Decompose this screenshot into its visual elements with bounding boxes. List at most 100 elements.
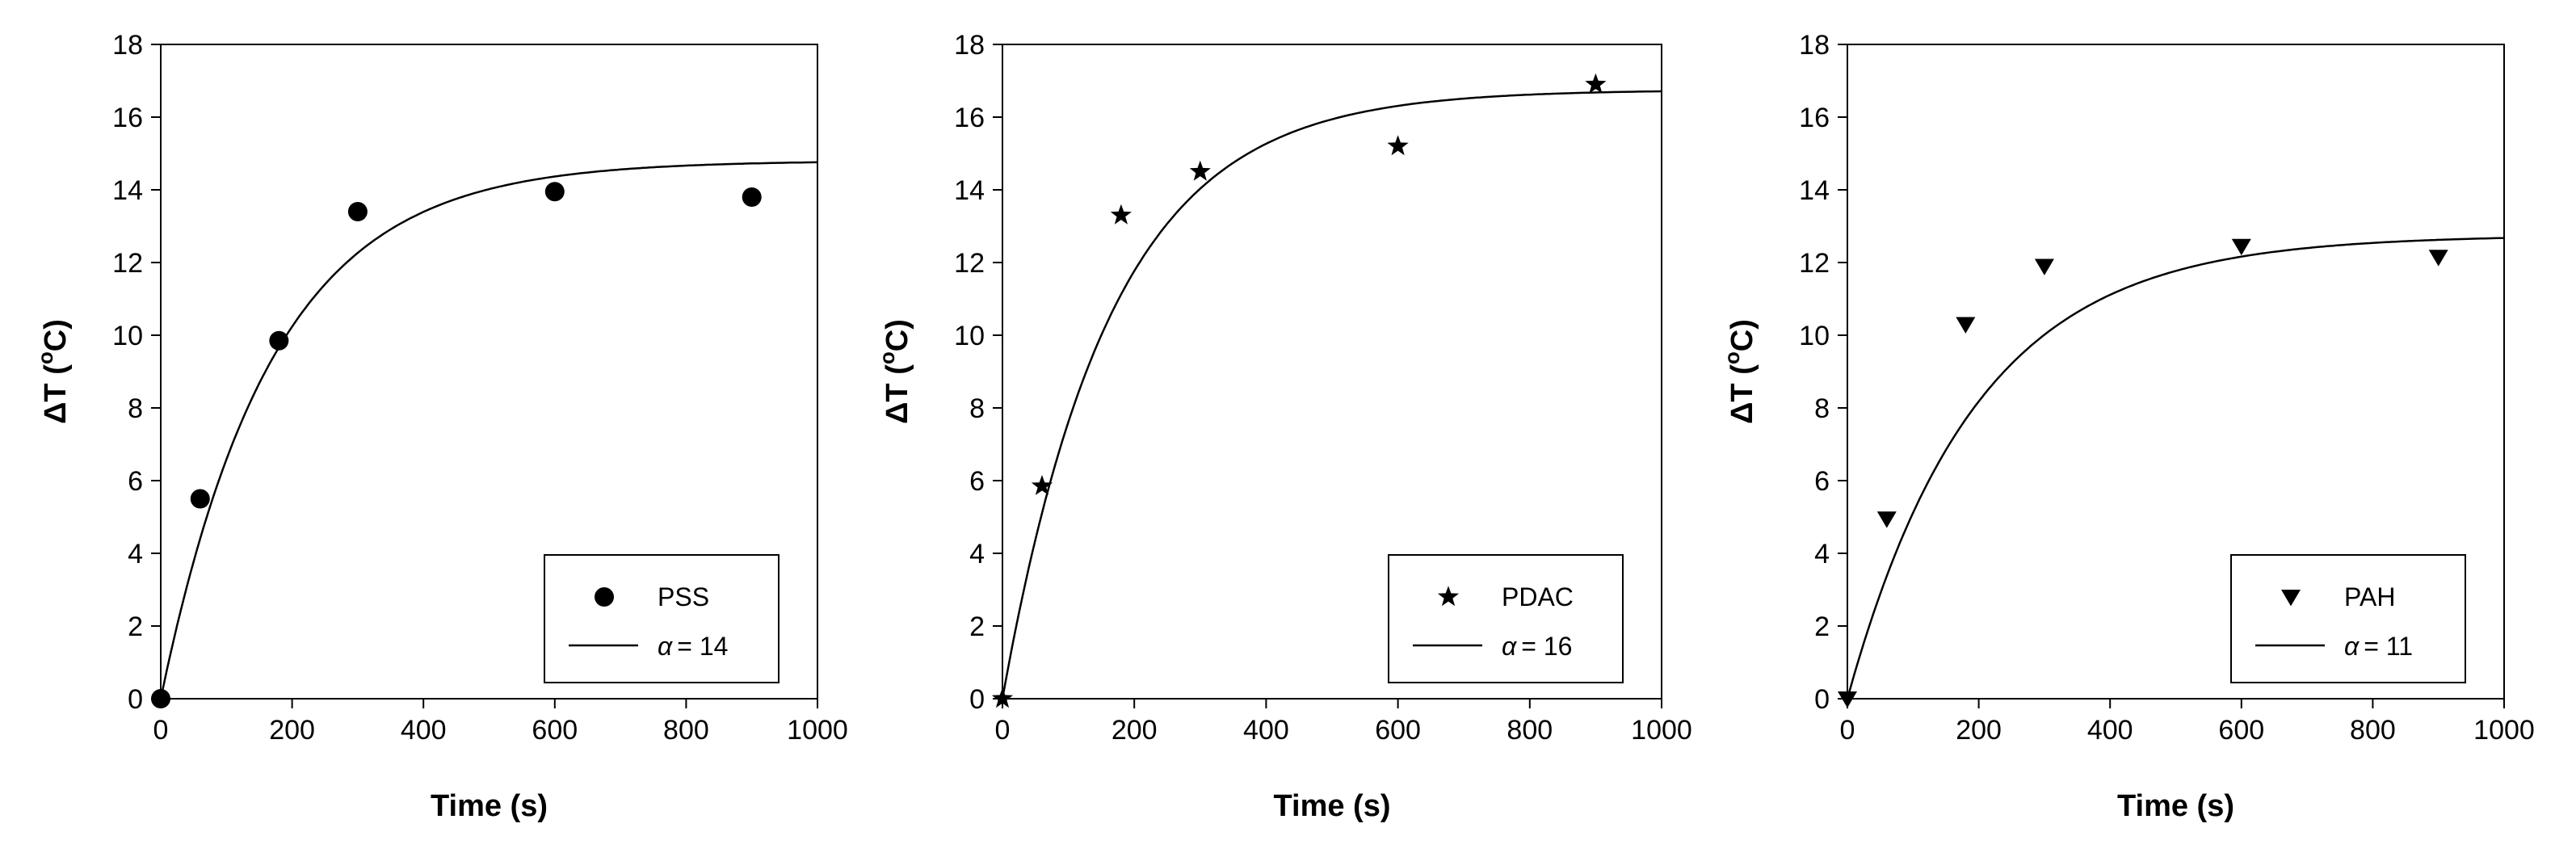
y-tick-label: 8 <box>128 393 143 424</box>
y-tick-label: 18 <box>1799 30 1830 61</box>
y-axis-label-degree: o <box>875 351 899 364</box>
y-tick-label: 6 <box>128 466 143 497</box>
fit-curve-pah <box>1846 237 2504 700</box>
x-tick-label: 0 <box>1840 715 1855 746</box>
y-tick-label: 16 <box>954 103 985 133</box>
y-tick-label: 2 <box>969 611 985 642</box>
x-tick-label: 1000 <box>787 715 848 746</box>
y-tick-label: 6 <box>969 466 985 497</box>
data-point-pdac <box>1110 204 1132 225</box>
x-tick-label: 600 <box>2218 715 2264 746</box>
x-tick-label: 0 <box>995 715 1011 746</box>
y-tick-label: 14 <box>954 175 985 206</box>
legend-alpha-symbol: α <box>2344 632 2360 661</box>
plot-frame <box>1002 44 1662 700</box>
plot-frame <box>160 44 818 700</box>
data-point-pah <box>2231 238 2251 256</box>
y-axis-label-degree: o <box>1720 351 1744 364</box>
legend-box <box>544 554 780 683</box>
x-tick-label: 600 <box>532 715 578 746</box>
data-point-pss <box>347 202 368 221</box>
y-axis-label-degree: o <box>33 351 57 364</box>
chart-panel-pdac: 0 200 400 600 800 1000 0 2 4 6 8 10 12 14 16 18 Time (s)… <box>875 30 1692 823</box>
y-tick-label: 2 <box>128 611 143 642</box>
data-point-pah <box>1956 317 1976 334</box>
legend: PAH α = 11 <box>2230 554 2466 683</box>
y-tick-label: 18 <box>954 30 985 61</box>
x-tick-label: 400 <box>2087 715 2133 746</box>
legend-label-fit: α = 14 <box>658 632 728 661</box>
x-tick-label: 200 <box>1112 715 1158 746</box>
x-tick-label: 600 <box>1375 715 1421 746</box>
x-tick-label: 200 <box>1956 715 2002 746</box>
data-point-pss <box>151 689 170 708</box>
legend: PSS α = 14 <box>544 554 780 683</box>
legend-alpha-value: = 14 <box>677 632 728 661</box>
x-tick-label: 1000 <box>1631 715 1692 746</box>
legend-marker-pdac <box>1437 586 1460 607</box>
y-tick-label: 10 <box>1799 321 1830 351</box>
y-tick-label: 0 <box>128 684 143 715</box>
legend-box <box>1388 554 1624 683</box>
y-tick-label: 12 <box>1799 248 1830 279</box>
y-tick-label: 16 <box>1799 103 1830 133</box>
y-tick-label: 12 <box>112 248 143 279</box>
legend-alpha-value: = 16 <box>1521 632 1572 661</box>
fit-curve-pss <box>159 161 817 700</box>
data-point-pss <box>269 330 289 351</box>
y-tick-label: 2 <box>1814 611 1830 642</box>
legend-label-pdac: PDAC <box>1502 582 1574 611</box>
data-point-pdac <box>991 687 1014 708</box>
y-tick-label: 8 <box>1814 393 1830 424</box>
legend: PDAC α = 16 <box>1388 554 1624 683</box>
data-point-pss <box>742 187 762 207</box>
y-axis-label-base: ΔT ( <box>1725 364 1759 424</box>
y-axis-label-base: ΔT ( <box>880 364 914 424</box>
y-axis-label-unit: C) <box>39 319 73 351</box>
y-tick-label: 10 <box>112 321 143 351</box>
x-axis-label: Time (s) <box>2117 789 2234 823</box>
x-tick-label: 800 <box>2350 715 2396 746</box>
data-point-pdac <box>1387 135 1409 156</box>
y-axis-label-base: ΔT ( <box>39 364 73 424</box>
y-tick-label: 4 <box>1814 539 1830 569</box>
y-tick-label: 0 <box>1814 684 1830 715</box>
y-tick-label: 18 <box>112 30 143 61</box>
y-tick-label: 4 <box>128 539 143 569</box>
y-axis-label: ΔT (oC) <box>875 319 914 424</box>
y-axis-label: ΔT (oC) <box>33 319 73 424</box>
data-point-pah <box>1838 691 1857 708</box>
legend-alpha-symbol: α <box>1502 632 1517 661</box>
y-axis-label-unit: C) <box>880 319 914 351</box>
x-tick-label: 1000 <box>2473 715 2535 746</box>
legend-box <box>2230 554 2466 683</box>
chart-panel-pah: 0 200 400 600 800 1000 0 2 4 6 8 10 12 14 16 18 Time (s)… <box>1720 30 2535 823</box>
data-point-pdac <box>1585 73 1607 94</box>
data-point-pah <box>2428 250 2448 267</box>
legend-label-pss: PSS <box>658 582 709 611</box>
y-tick-label: 4 <box>969 539 985 569</box>
y-axis-label: ΔT (oC) <box>1720 319 1759 424</box>
data-point-pss <box>190 489 210 509</box>
y-tick-label: 0 <box>969 684 985 715</box>
data-point-pdac <box>1189 160 1211 181</box>
legend-marker-pah <box>2281 590 2301 607</box>
data-point-pdac <box>1031 475 1053 495</box>
fit-curve-pdac <box>1001 90 1662 700</box>
x-axis-label: Time (s) <box>431 789 548 823</box>
x-tick-label: 200 <box>269 715 315 746</box>
y-tick-label: 14 <box>112 175 143 206</box>
x-tick-label: 400 <box>1243 715 1289 746</box>
y-tick-label: 14 <box>1799 175 1830 206</box>
x-tick-label: 800 <box>1507 715 1553 746</box>
data-point-pah <box>2034 258 2054 275</box>
data-point-pah <box>1876 511 1897 528</box>
chart-panel-pss: 0 200 400 600 800 1000 0 2 4 6 8 10 12 14 16 18 Time (s)… <box>33 30 848 823</box>
data-point-pss <box>544 182 565 202</box>
legend-marker-pss <box>595 587 614 607</box>
y-tick-label: 10 <box>954 321 985 351</box>
y-tick-label: 12 <box>954 248 985 279</box>
legend-label-fit: α = 11 <box>2344 632 2413 661</box>
legend-label-pah: PAH <box>2344 582 2395 611</box>
